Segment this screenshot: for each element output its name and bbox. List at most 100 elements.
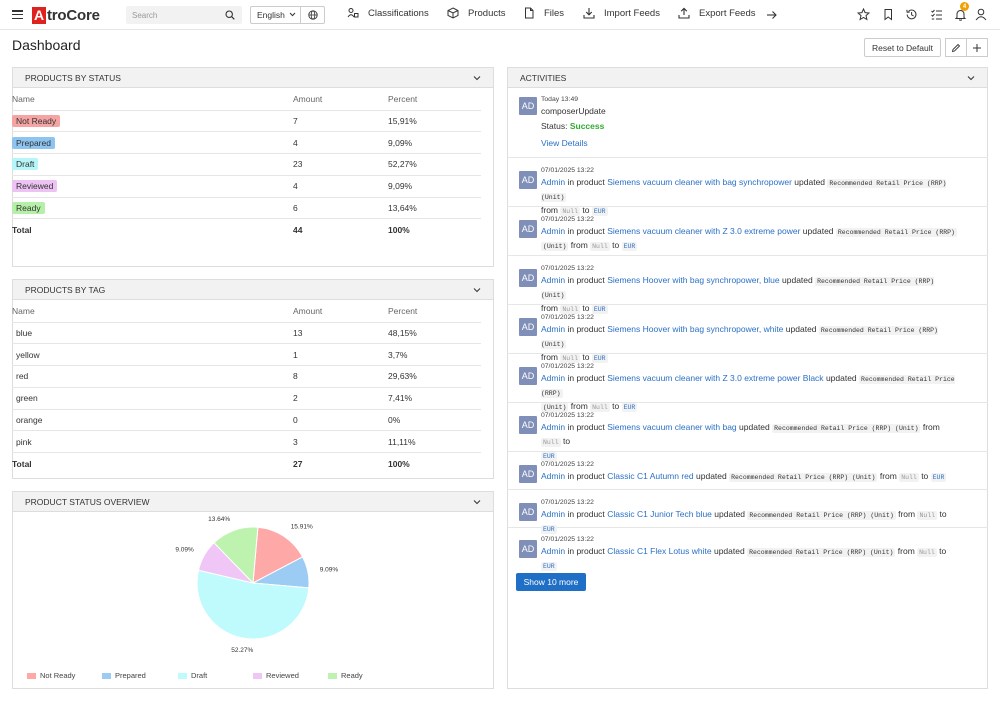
product-link[interactable]: Classic C1 Autumn red <box>607 471 694 481</box>
total-percent: 100% <box>388 225 410 236</box>
actor-link[interactable]: Admin <box>541 177 566 187</box>
legend-swatch <box>27 672 36 679</box>
product-link[interactable]: Classic C1 Flex Lotus white <box>607 546 712 556</box>
actor-link[interactable]: Admin <box>541 471 566 481</box>
to-text: to <box>612 240 620 250</box>
amount-cell: 6 <box>293 197 388 220</box>
activity-text: Admin in product Siemens Hoover with bag… <box>541 274 961 316</box>
activity-item: AD 07/01/2025 13:22 Admin in product Sieme… <box>507 406 988 461</box>
app-logo[interactable]: A troCore <box>32 6 100 24</box>
legend-item[interactable]: Prepared <box>102 671 146 680</box>
status-label[interactable]: Draft <box>12 158 39 171</box>
avatar: AD <box>519 171 537 189</box>
percent-cell: 52,27% <box>388 153 481 176</box>
in-product-text: in product <box>567 226 605 236</box>
percent-cell: 15,91% <box>388 110 481 133</box>
activity-text: Admin in product Siemens vacuum cleaner … <box>541 372 961 414</box>
history-icon[interactable] <box>905 8 918 21</box>
chevron-down-icon[interactable] <box>473 498 481 506</box>
in-product-text: in product <box>567 509 605 519</box>
panel-header: PRODUCT STATUS OVERVIEW <box>13 492 493 512</box>
tag-label[interactable]: orange <box>16 415 43 426</box>
nav-classifications[interactable]: Classifications <box>347 7 429 19</box>
reset-to-default-button[interactable]: Reset to Default <box>864 38 941 57</box>
tag-label[interactable]: blue <box>16 327 33 338</box>
status-label[interactable]: Prepared <box>12 136 55 149</box>
chevron-down-icon[interactable] <box>473 286 481 294</box>
language-selector[interactable]: English <box>250 6 325 24</box>
nav-files[interactable]: Files <box>523 7 564 19</box>
status-label[interactable]: Not Ready <box>12 114 61 127</box>
product-link[interactable]: Siemens Hoover with bag synchropower, wh… <box>607 324 784 334</box>
tag-label[interactable]: red <box>16 371 29 382</box>
tag-label[interactable]: green <box>16 393 38 404</box>
nav-label: Products <box>468 7 506 19</box>
activity-time: 07/01/2025 13:22 <box>541 216 594 223</box>
activity-item: AD 07/01/2025 13:22 Admin in product Class… <box>507 455 988 490</box>
pie-slice-draft[interactable] <box>196 569 310 640</box>
field-name: Recommended Retail Price (RRP) (Unit) <box>729 473 878 482</box>
pie-slice-ready[interactable] <box>213 526 259 585</box>
language-select[interactable]: English <box>251 7 301 23</box>
tag-label[interactable]: pink <box>16 436 32 447</box>
updated-text: updated <box>825 373 857 383</box>
edit-dashboard-button[interactable] <box>945 38 967 57</box>
star-icon[interactable] <box>857 8 870 21</box>
chevron-down-icon[interactable] <box>967 74 975 82</box>
total-label: Total <box>12 458 32 469</box>
in-product-text: in product <box>567 471 605 481</box>
status-label[interactable]: Reviewed <box>12 180 58 193</box>
show-more-button[interactable]: Show 10 more <box>516 573 586 591</box>
legend-item[interactable]: Not Ready <box>27 671 75 680</box>
product-link[interactable]: Classic C1 Junior Tech blue <box>607 509 712 519</box>
tag-table: Name Amount Percent blue 13 48,15% yello… <box>12 300 481 475</box>
updated-text: updated <box>713 546 745 556</box>
nav-export-feeds[interactable]: Export Feeds <box>678 7 756 19</box>
nav-label: Files <box>544 7 565 19</box>
actor-link[interactable]: Admin <box>541 509 566 519</box>
product-link[interactable]: Siemens Hoover with bag synchropower, bl… <box>607 275 780 285</box>
percent-cell: 11,11% <box>388 430 481 454</box>
actor-link[interactable]: Admin <box>541 546 566 556</box>
legend-item[interactable]: Reviewed <box>253 671 299 680</box>
legend-item[interactable]: Draft <box>178 671 207 680</box>
user-icon[interactable] <box>975 8 987 21</box>
tag-label[interactable]: yellow <box>16 349 40 360</box>
actor-link[interactable]: Admin <box>541 373 566 383</box>
globe-button[interactable] <box>301 7 324 23</box>
legend-label: Draft <box>191 671 208 680</box>
amount-cell: 4 <box>293 131 388 155</box>
view-details-link[interactable]: View Details <box>541 138 588 148</box>
actor-link[interactable]: Admin <box>541 422 566 432</box>
search-icon[interactable] <box>225 10 235 20</box>
from-value: Null <box>917 548 937 557</box>
percent-cell: 29,63% <box>388 365 481 388</box>
nav-import-feeds[interactable]: Import Feeds <box>583 7 660 19</box>
product-link[interactable]: Siemens vacuum cleaner with Z 3.0 extrem… <box>607 226 801 236</box>
product-link[interactable]: Siemens vacuum cleaner with bag synchrop… <box>607 177 792 187</box>
tasks-icon[interactable] <box>930 8 943 21</box>
nav-products[interactable]: Products <box>447 7 506 19</box>
actor-link[interactable]: Admin <box>541 324 566 334</box>
bookmark-icon[interactable] <box>882 8 894 21</box>
updated-text: updated <box>714 509 746 519</box>
actor-link[interactable]: Admin <box>541 226 566 236</box>
status-label[interactable]: Ready <box>12 202 45 215</box>
column-header: Percent <box>388 300 481 323</box>
amount-cell: 3 <box>293 430 388 454</box>
product-link[interactable]: Siemens vacuum cleaner with bag <box>607 422 737 432</box>
bell-icon[interactable] <box>954 8 967 21</box>
from-value: Null <box>590 403 610 412</box>
pie-slice-not-ready[interactable] <box>252 526 304 584</box>
product-link[interactable]: Siemens vacuum cleaner with Z 3.0 extrem… <box>607 373 824 383</box>
search-input[interactable] <box>126 6 216 24</box>
from-value: Null <box>560 354 580 363</box>
field-name: Recommended Retail Price (RRP) (Unit) <box>772 424 921 433</box>
add-dashlet-button[interactable] <box>966 38 988 57</box>
chevron-down-icon[interactable] <box>473 74 481 82</box>
actor-link[interactable]: Admin <box>541 275 566 285</box>
arrow-right-icon[interactable] <box>766 9 778 21</box>
menu-icon[interactable] <box>12 10 23 20</box>
legend-item[interactable]: Ready <box>328 671 363 680</box>
field-unit: (Unit) <box>541 403 569 412</box>
